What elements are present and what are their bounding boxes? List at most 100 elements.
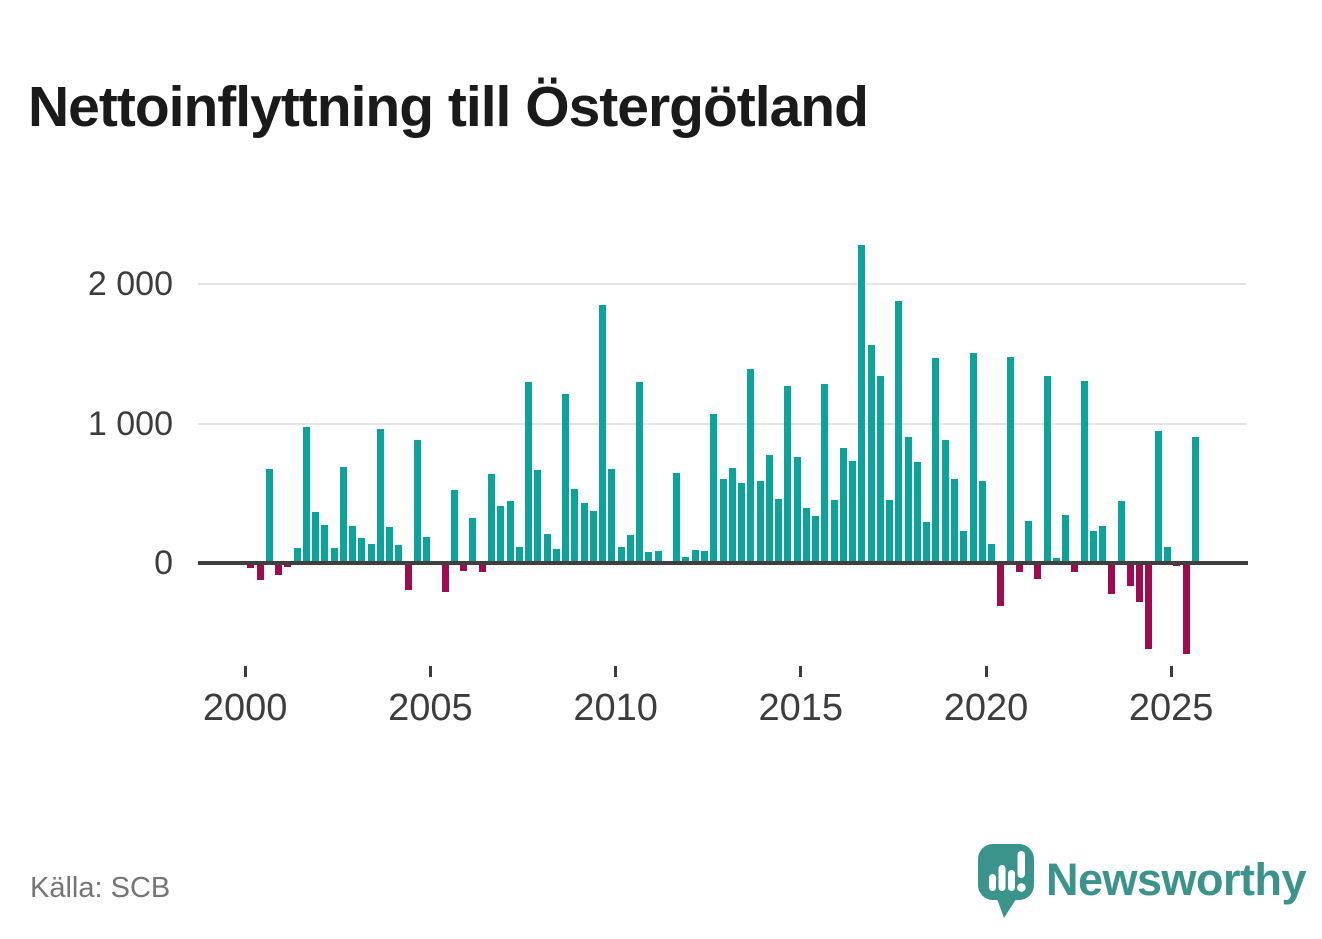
bar-2009Q2 (589, 511, 597, 563)
bar-2016Q3 (858, 245, 866, 563)
source-label: Källa: SCB (30, 872, 171, 904)
bar-2025Q3 (1191, 437, 1199, 563)
bar-2015Q3 (821, 384, 829, 563)
bar-2006Q3 (488, 474, 495, 563)
bar-2020Q1 (988, 544, 995, 563)
bar-2004Q2 (404, 563, 412, 590)
x-axis-tick-2000 (243, 666, 247, 677)
zero-axis-line (198, 561, 1248, 565)
bar-2018Q1 (913, 462, 921, 563)
bar-2024Q2 (1145, 563, 1153, 649)
x-axis-label: 2005 (388, 687, 473, 729)
bar-2002Q1 (321, 525, 329, 563)
x-axis-tick-2020 (984, 666, 988, 677)
bar-2011Q3 (673, 473, 681, 563)
bar-2019Q2 (960, 531, 968, 563)
bar-2020Q4 (1015, 563, 1023, 572)
bar-2020Q3 (1006, 357, 1014, 563)
bar-2005Q4 (460, 563, 468, 571)
bar-2014Q2 (775, 499, 782, 563)
y-axis-label: 1 000 (87, 404, 173, 443)
bar-2014Q1 (765, 455, 773, 563)
bar-2023Q1 (1099, 526, 1107, 563)
bar-2017Q1 (876, 376, 884, 563)
bar-2014Q4 (793, 457, 801, 563)
bar-2017Q2 (886, 500, 894, 563)
chart-title: Nettoinflyttning till Östergötland (28, 75, 869, 140)
bar-2017Q3 (895, 301, 903, 563)
bar-2004Q4 (423, 537, 431, 563)
bar-2014Q3 (784, 386, 792, 563)
bar-2007Q1 (506, 501, 514, 563)
bar-2012Q3 (710, 414, 718, 563)
bar-2002Q4 (349, 526, 357, 563)
bar-2019Q1 (951, 479, 958, 563)
bar-2001Q2 (293, 548, 301, 563)
x-axis-label: 2010 (573, 687, 658, 729)
bar-2012Q4 (719, 479, 727, 563)
bar-2018Q4 (941, 440, 949, 563)
bar-2004Q3 (413, 440, 421, 563)
bar-2005Q2 (441, 563, 449, 592)
bar-2007Q2 (515, 547, 523, 563)
x-axis-label: 2025 (1128, 687, 1214, 729)
bar-2021Q2 (1034, 563, 1042, 579)
bar-2022Q2 (1071, 563, 1079, 572)
bar-2016Q2 (849, 461, 857, 563)
bar-2000Q4 (275, 563, 282, 575)
bar-2006Q2 (478, 563, 486, 572)
bar-2020Q2 (997, 563, 1005, 606)
bar-chart-canvas: 0 1 000 2 000 2000 2005 2010 2015 2020 2025 (0, 180, 1322, 740)
bar-2024Q1 (1136, 563, 1144, 602)
bar-2021Q1 (1025, 521, 1032, 563)
bar-2010Q1 (617, 547, 625, 563)
bar-2010Q3 (636, 382, 644, 563)
x-axis-label: 2020 (943, 687, 1029, 729)
bar-2023Q3 (1117, 501, 1125, 563)
bar-2009Q3 (599, 305, 607, 563)
bar-2003Q4 (386, 527, 394, 563)
bar-2023Q4 (1126, 563, 1134, 586)
bar-2007Q4 (534, 470, 542, 563)
y-axis-label: 2 000 (87, 265, 173, 303)
bar-2009Q1 (580, 503, 588, 563)
bar-2007Q3 (525, 382, 532, 563)
bar-2011Q4 (682, 557, 690, 563)
bar-2022Q3 (1080, 381, 1088, 563)
bar-2001Q4 (312, 512, 319, 563)
bar-2000Q2 (256, 563, 264, 580)
gridline-2000 (198, 283, 1246, 285)
bar-2015Q1 (802, 508, 810, 563)
y-axis-label: 0 (154, 544, 173, 582)
bar-2009Q4 (608, 469, 616, 563)
bar-2001Q1 (284, 563, 292, 567)
bar-2002Q2 (330, 548, 338, 563)
bar-2001Q3 (302, 427, 310, 563)
bar-2024Q4 (1163, 547, 1171, 563)
x-axis-label: 2015 (758, 687, 844, 729)
bar-2010Q2 (626, 535, 634, 563)
bar-2019Q3 (969, 353, 977, 563)
bar-2016Q1 (839, 448, 847, 563)
x-axis-tick-2005 (428, 666, 432, 677)
bar-2013Q3 (747, 369, 755, 563)
bar-2012Q1 (691, 550, 699, 563)
bar-2017Q4 (904, 437, 912, 563)
gridline-1000 (198, 422, 1246, 425)
bar-2003Q1 (358, 538, 366, 563)
bar-2015Q4 (830, 500, 838, 563)
bar-2006Q4 (497, 506, 505, 563)
bar-2016Q4 (867, 345, 875, 563)
bar-2000Q1 (247, 563, 255, 568)
x-axis-tick-2015 (799, 666, 803, 677)
bar-2022Q1 (1062, 515, 1070, 563)
bar-2003Q2 (367, 544, 375, 563)
bar-2013Q1 (728, 468, 736, 563)
bar-2013Q2 (738, 483, 745, 563)
bar-2021Q3 (1043, 376, 1051, 563)
bar-2002Q3 (339, 467, 347, 563)
bar-2018Q2 (923, 522, 931, 563)
bar-2022Q4 (1089, 531, 1097, 563)
bar-2015Q2 (812, 516, 820, 563)
bar-2004Q1 (395, 545, 403, 563)
